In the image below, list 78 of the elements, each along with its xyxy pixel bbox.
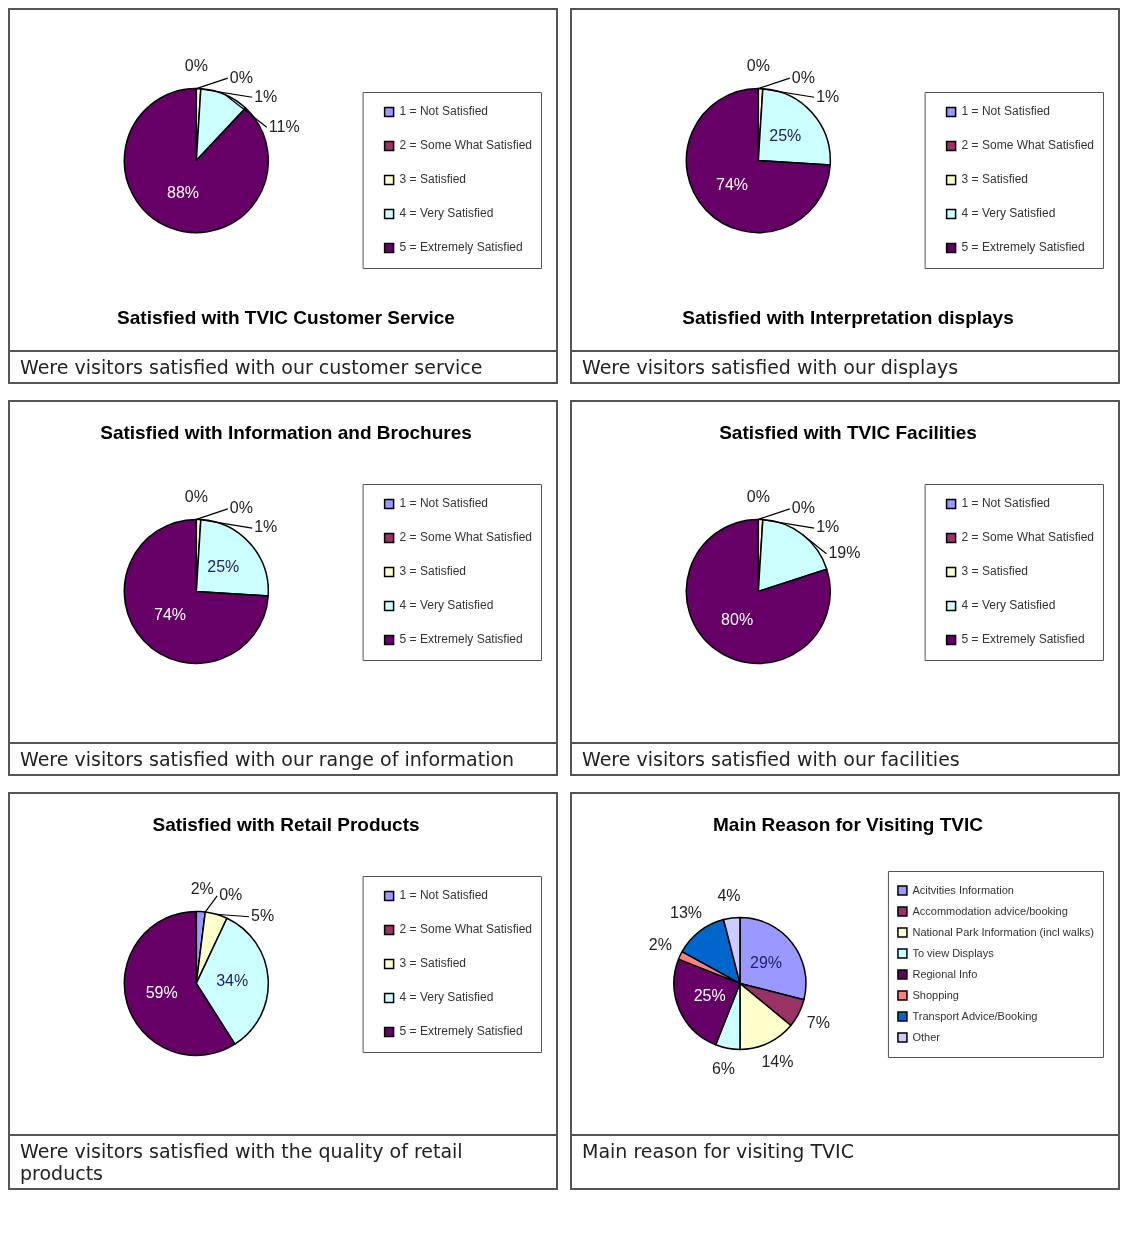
legend-label: 1 = Not Satisfied [399, 888, 488, 903]
legend-label: Transport Advice/Booking [912, 1009, 1038, 1022]
data-label: 7% [806, 1013, 830, 1031]
data-label: 1% [816, 518, 840, 536]
text: Main reason for visiting TVIC [572, 1134, 1118, 1166]
legend-label: 3 = Satisfied [961, 172, 1028, 187]
data-label: 14% [761, 1053, 794, 1071]
legend-label: 5 = Extremely Satisfied [399, 632, 523, 647]
legend-label: 4 = Very Satisfied [399, 990, 494, 1005]
data-label: 11% [268, 117, 300, 135]
data-label: 1% [254, 518, 278, 536]
legend-label: 3 = Satisfied [399, 172, 466, 187]
legend-label: Regional Info [912, 967, 978, 980]
text: 0% [746, 57, 770, 75]
legend-label: 4 = Very Satisfied [961, 206, 1056, 221]
text: 0% [229, 499, 253, 517]
data-label: 6% [711, 1060, 736, 1078]
data-label: 25% [769, 127, 802, 145]
text: 0% [229, 68, 253, 86]
legend-label: Other [912, 1030, 941, 1043]
legend-label: 3 = Satisfied [399, 564, 466, 579]
text: 0% [746, 487, 770, 505]
chart-title: Satisfied with Information and Brochures [100, 421, 472, 443]
text: 0% [184, 57, 208, 75]
data-label: 2% [190, 879, 214, 897]
text: Were visitors satisfied with our customer service [10, 350, 556, 382]
data-label: 1% [816, 87, 840, 105]
chart-title: Satisfied with TVIC Facilities [719, 421, 977, 443]
legend-label: 1 = Not Satisfied [399, 496, 488, 511]
legend-label: 2 = Some What Satisfied [961, 138, 1095, 153]
text: 0% [184, 487, 208, 505]
legend-label: 2 = Some What Satisfied [399, 530, 533, 545]
data-label: 5% [251, 907, 275, 925]
text: Were visitors satisfied with our displays [572, 350, 1118, 382]
data-label: 13% [670, 904, 703, 922]
text: Satisfied with Interpretation displays [682, 306, 1014, 328]
legend-label: 5 = Extremely Satisfied [399, 1024, 523, 1039]
legend-label: 2 = Some What Satisfied [399, 138, 533, 153]
data-label: 34% [216, 971, 249, 989]
legend-label: To view Displays [912, 946, 995, 959]
legend-label: 4 = Very Satisfied [961, 598, 1056, 613]
legend-label: 2 = Some What Satisfied [961, 530, 1095, 545]
data-label: 25% [207, 558, 240, 575]
legend-label: 2 = Some What Satisfied [399, 922, 533, 937]
text: Were visitors satisfied with our range of information [10, 742, 556, 774]
data-label: 88% [167, 184, 200, 202]
text: 0% [791, 68, 815, 86]
chart-title: Satisfied with Retail Products [152, 813, 420, 835]
legend-label: 1 = Not Satisfied [399, 104, 488, 119]
text: Satisfied with TVIC Customer Service [117, 306, 455, 328]
legend-label: 3 = Satisfied [399, 956, 466, 971]
data-label: 4% [717, 886, 741, 904]
text: 0% [791, 499, 815, 517]
legend-label: 5 = Extremely Satisfied [961, 632, 1085, 647]
legend-label: 1 = Not Satisfied [961, 104, 1050, 119]
chart-title: Main Reason for Visiting TVIC [713, 813, 984, 835]
data-label: 25% [693, 986, 726, 1004]
text: Were visitors satisfied with the quality of retail products [10, 1134, 556, 1188]
text: 0% [219, 886, 243, 904]
legend-label: 3 = Satisfied [961, 564, 1028, 579]
data-label: 74% [154, 606, 187, 624]
text: Were visitors satisfied with our facilities [572, 742, 1118, 774]
legend-label: Acitvities Information [912, 883, 1014, 896]
data-label: 74% [716, 175, 749, 193]
data-label: 59% [145, 983, 178, 1001]
legend-label: Accommodation advice/booking [912, 904, 1068, 917]
legend-label: 5 = Extremely Satisfied [961, 240, 1085, 255]
data-label: 19% [828, 544, 861, 562]
legend-label: Shopping [912, 988, 959, 1001]
legend-label: 5 = Extremely Satisfied [399, 240, 523, 255]
data-label: 80% [721, 610, 754, 628]
legend-label: National Park Information (incl walks) [912, 925, 1095, 938]
legend-label: 1 = Not Satisfied [961, 496, 1050, 511]
data-label: 2% [648, 936, 672, 954]
legend-label: 4 = Very Satisfied [399, 206, 494, 221]
data-label: 1% [254, 87, 278, 105]
legend-label: 4 = Very Satisfied [399, 598, 494, 613]
data-label: 29% [750, 953, 783, 971]
